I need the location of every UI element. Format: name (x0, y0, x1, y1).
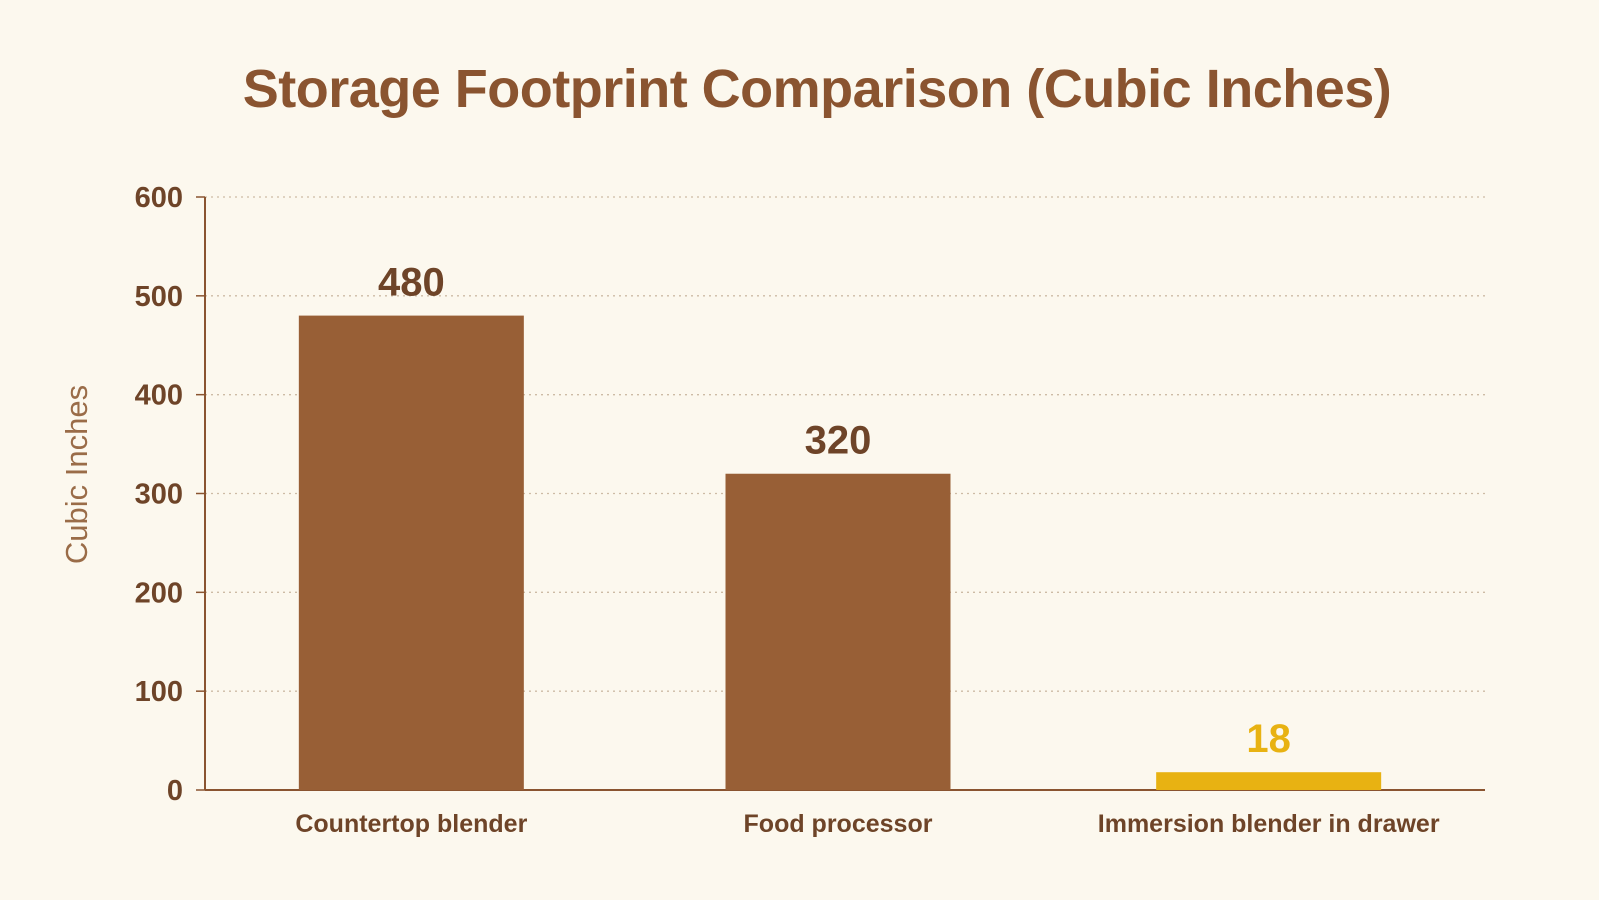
bar (1156, 772, 1382, 790)
chart-title: Storage Footprint Comparison (Cubic Inch… (242, 59, 1392, 119)
bar (725, 473, 951, 790)
y-tick-label: 400 (135, 380, 183, 412)
bar-value-label: 480 (378, 261, 445, 305)
y-tick-label: 600 (135, 182, 183, 214)
x-category-label: Countertop blender (295, 810, 527, 838)
y-tick-label: 0 (167, 775, 183, 807)
y-tick-label: 300 (135, 479, 183, 511)
y-axis-title: Cubic Inches (59, 385, 94, 564)
y-tick-label: 100 (135, 676, 183, 708)
x-category-label: Immersion blender in drawer (1098, 810, 1440, 838)
bar-value-label: 18 (1246, 717, 1291, 761)
x-category-label: Food processor (744, 810, 933, 838)
bar (298, 315, 524, 790)
y-tick-label: 200 (135, 577, 183, 609)
bar-value-label: 320 (805, 419, 872, 463)
y-tick-label: 500 (135, 281, 183, 313)
